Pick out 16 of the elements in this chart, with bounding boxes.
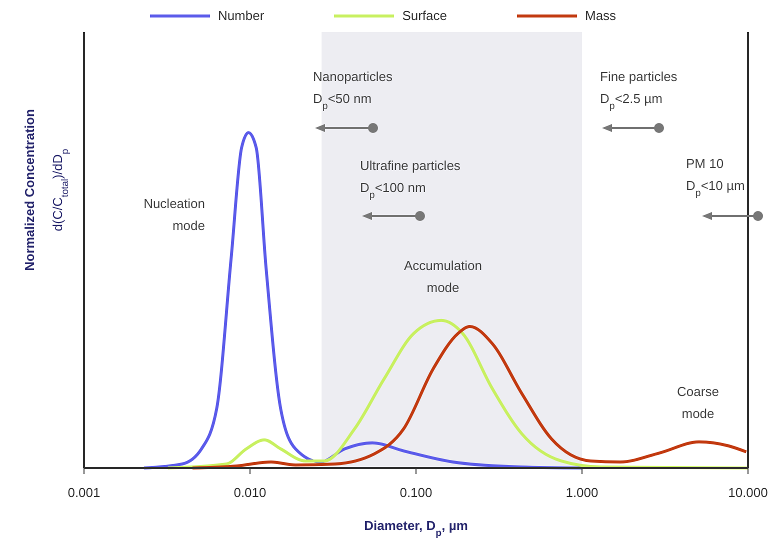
text: Nanoparticles D$_{p}$<50 nm [313,69,393,112]
annotation: Accumulation mode [404,258,482,295]
annotation: Ultrafine particles D$_{p}$<100 nm [360,158,461,200]
legend-label: Number [216,8,264,23]
x-tick-label: 10.000 [728,485,768,500]
annotation: Coarse mode [677,384,719,421]
legend-label: Mass [584,8,616,23]
legend-label: Surface [401,8,447,23]
x-tick-label: 0.100 [400,485,432,500]
x-tick-label: 0.001 [68,485,100,500]
annotation: PM 10 D$_{p}$<10 µm [686,156,745,198]
x-tick-label: 1.000 [566,485,598,500]
x-tick-label: 0.010 [234,485,266,500]
annotation: Nucleation mode [144,196,205,233]
text: Fine particles D$_{p}$<2.5 µm [600,69,678,112]
x-axis-title: Diameter, D$_{p}$, µm [364,518,468,538]
